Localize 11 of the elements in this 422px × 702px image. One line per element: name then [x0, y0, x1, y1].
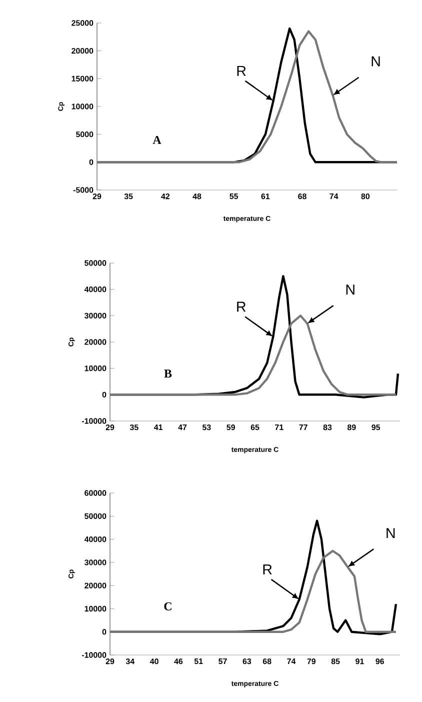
annotation: N	[386, 528, 395, 538]
annotation: C	[164, 602, 172, 610]
annotation: R	[237, 302, 246, 312]
annotation: R	[237, 66, 246, 76]
line-series	[108, 314, 398, 396]
annotation: N	[346, 284, 354, 294]
annotation: A	[152, 136, 162, 144]
line-series	[108, 550, 398, 633]
annotation: R	[263, 564, 272, 574]
annotation: N	[372, 56, 380, 66]
annotation: B	[164, 370, 172, 378]
